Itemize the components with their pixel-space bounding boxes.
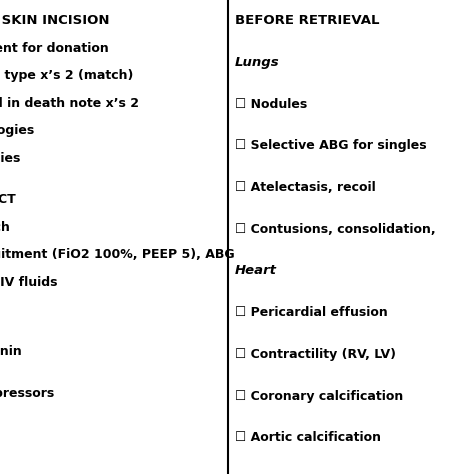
Text: ☐ Coronary calcification: ☐ Coronary calcification [235, 390, 403, 402]
Text: ☐ Contusions, consolidation,: ☐ Contusions, consolidation, [235, 223, 435, 236]
Text: ☐ Noted in death note x’s 2: ☐ Noted in death note x’s 2 [0, 97, 139, 109]
Text: BEFORE RETRIEVAL: BEFORE RETRIEVAL [235, 14, 379, 27]
Text: ☐ Nodules: ☐ Nodules [235, 98, 307, 110]
Text: ☐ Atelectasis, recoil: ☐ Atelectasis, recoil [235, 181, 375, 194]
Text: ☐ Blood type x’s 2 (match): ☐ Blood type x’s 2 (match) [0, 69, 134, 82]
Text: ☐ Bronch: ☐ Bronch [0, 221, 10, 234]
Text: ☐ Troponin: ☐ Troponin [0, 345, 22, 358]
Text: ☐ Limit IV fluids: ☐ Limit IV fluids [0, 276, 58, 289]
Text: ☐ Supplies: ☐ Supplies [0, 152, 21, 164]
Text: ☐ Aortic calcification: ☐ Aortic calcification [235, 431, 381, 444]
Text: Lungs: Lungs [235, 56, 279, 69]
Text: ☐ Consent for donation: ☐ Consent for donation [0, 42, 109, 55]
Text: ☐ Selective ABG for singles: ☐ Selective ABG for singles [235, 139, 426, 152]
Text: ☐ CXR/ CT: ☐ CXR/ CT [0, 193, 16, 206]
Text: ☐ Serologies: ☐ Serologies [0, 124, 35, 137]
Text: Heart: Heart [235, 264, 277, 277]
Text: BEFORE SKIN INCISION: BEFORE SKIN INCISION [0, 14, 110, 27]
Text: ☐ Vasopressors: ☐ Vasopressors [0, 387, 55, 400]
Text: ☐ Contractility (RV, LV): ☐ Contractility (RV, LV) [235, 348, 396, 361]
Text: ☐ Recruitment (FiO2 100%, PEEP 5), ABG: ☐ Recruitment (FiO2 100%, PEEP 5), ABG [0, 248, 235, 261]
Text: ☐ Pericardial effusion: ☐ Pericardial effusion [235, 306, 387, 319]
